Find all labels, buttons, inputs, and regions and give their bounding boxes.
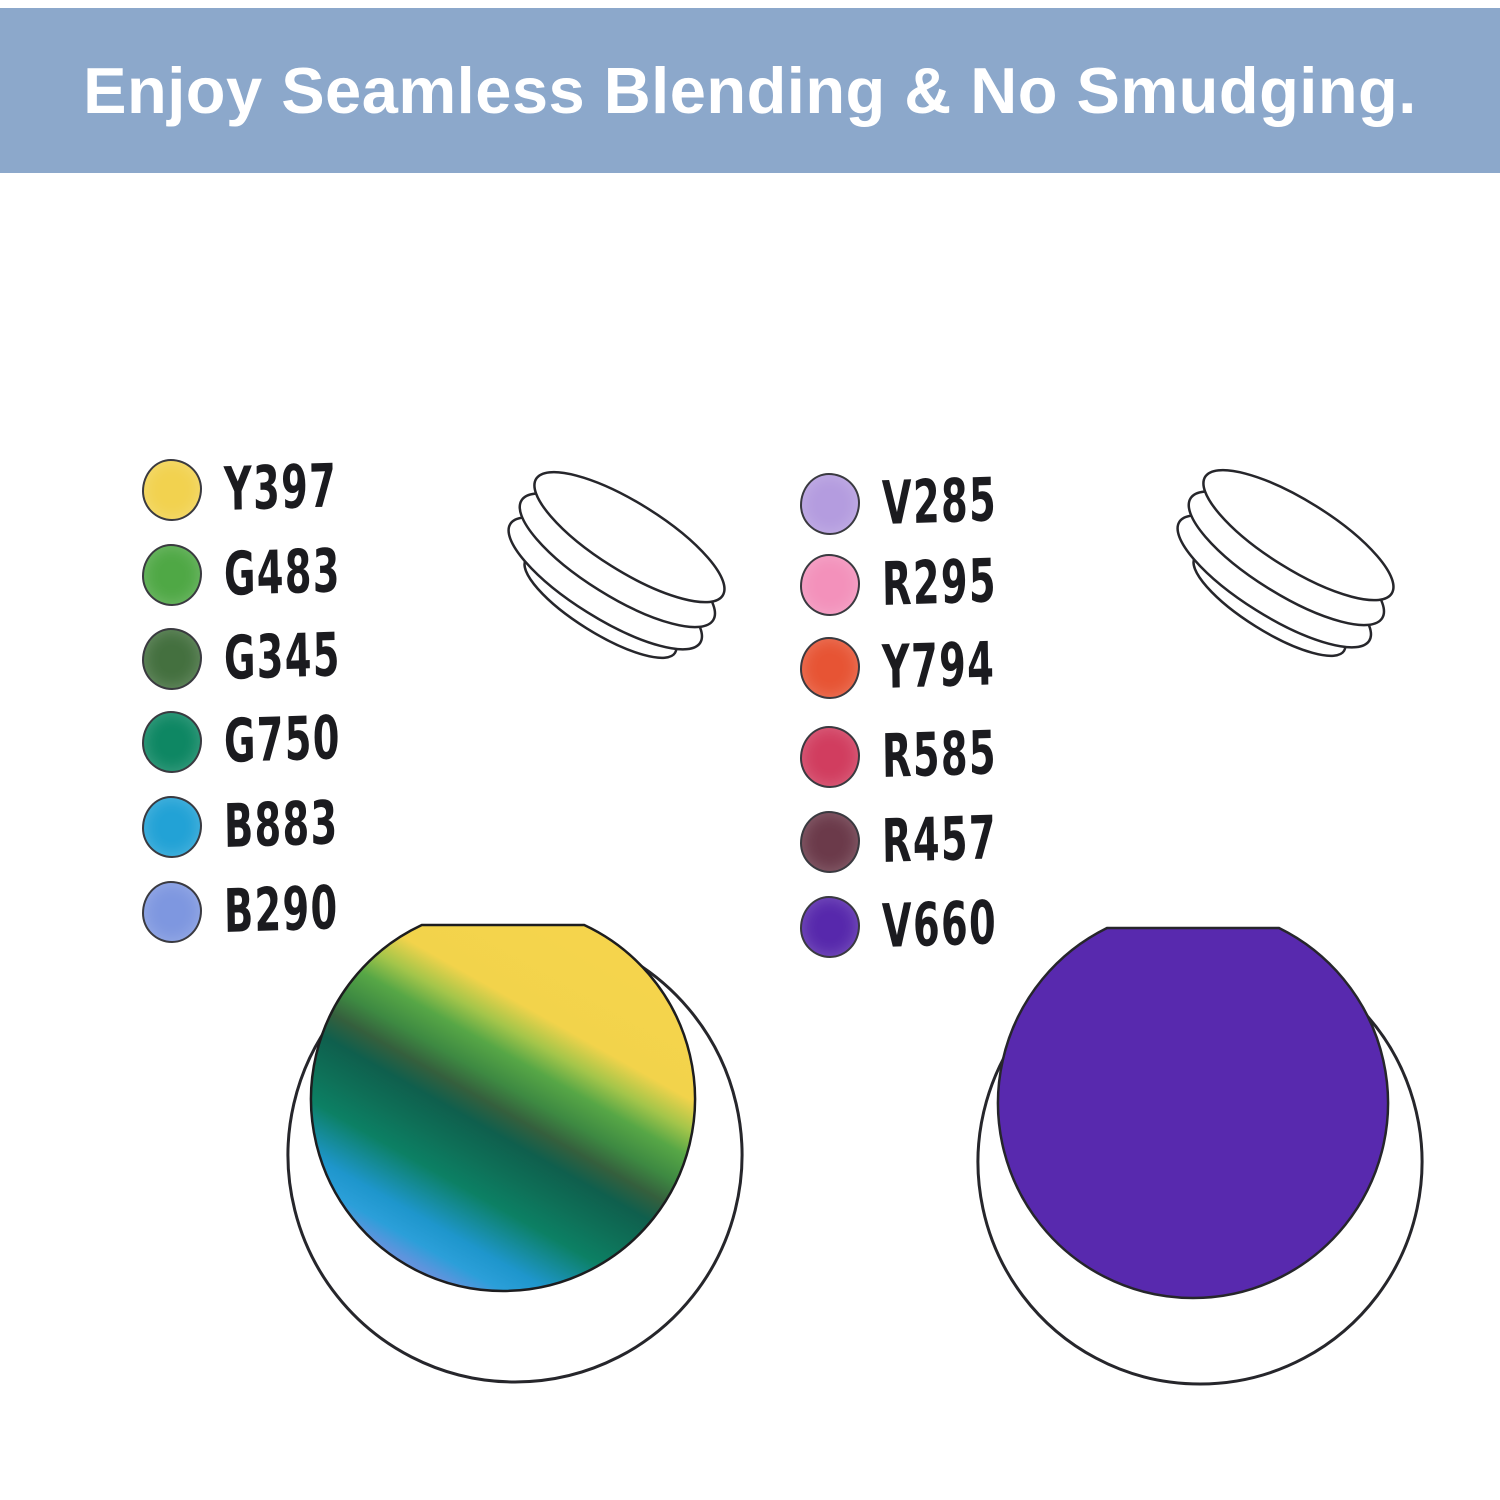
jar-lid <box>507 470 726 660</box>
swatch-row: R585 <box>800 718 1061 792</box>
color-swatch <box>800 637 860 699</box>
color-swatch <box>800 811 860 873</box>
color-swatch <box>800 473 860 535</box>
color-swatch <box>142 881 202 943</box>
banner: Enjoy Seamless Blending & No Smudging. <box>0 8 1500 173</box>
swatch-row: Y397 <box>142 451 401 525</box>
swatch-row: G750 <box>142 703 407 777</box>
color-swatch <box>142 796 202 858</box>
swatch-row: B290 <box>142 873 403 947</box>
color-swatch <box>142 628 202 690</box>
color-swatch <box>142 544 202 606</box>
geode-jar-illustration <box>976 468 1424 1386</box>
swatch-row: R295 <box>800 546 1061 620</box>
jar-inner-outline <box>996 926 1390 1300</box>
color-swatch <box>142 711 202 773</box>
swatch-row: G483 <box>142 536 407 610</box>
swatch-row: V285 <box>800 465 1062 539</box>
color-swatch <box>800 726 860 788</box>
swatch-row: B883 <box>142 788 403 862</box>
swatch-row: Y794 <box>800 629 1059 703</box>
color-swatch <box>800 896 860 958</box>
geode-ring-outer <box>998 928 1388 1299</box>
color-swatch <box>800 554 860 616</box>
headline: Enjoy Seamless Blending & No Smudging. <box>83 54 1417 127</box>
jar-lid <box>1176 468 1395 658</box>
swatch-row: G345 <box>142 620 407 694</box>
swatch-row: V660 <box>800 888 1062 962</box>
color-swatch <box>142 459 202 521</box>
swatch-row: R457 <box>800 803 1061 877</box>
jar-blend-fill <box>309 923 697 1293</box>
blended-jar-illustration <box>286 470 744 1384</box>
